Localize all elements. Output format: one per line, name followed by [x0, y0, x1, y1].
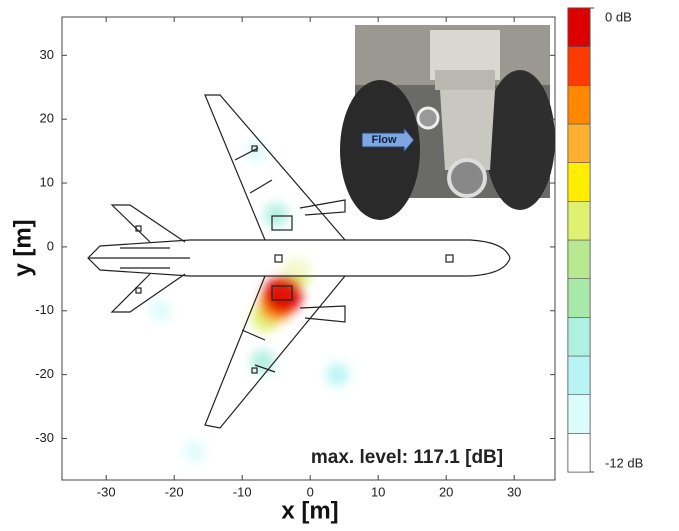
- source-blob: [184, 440, 206, 462]
- inset-photo: Flow: [340, 25, 555, 220]
- source-blob: [263, 275, 302, 314]
- x-tick-label: -10: [233, 484, 252, 499]
- colorbar-block: [568, 124, 590, 163]
- x-tick-label: -20: [165, 484, 184, 499]
- x-tick-label: 20: [439, 484, 453, 499]
- colorbar-block: [568, 85, 590, 124]
- x-axis-label: x [m]: [281, 497, 338, 524]
- y-tick-label: 10: [40, 174, 54, 189]
- colorbar-block: [568, 163, 590, 202]
- colorbar-tick-label: 0 dB: [605, 9, 632, 24]
- y-tick-label: 30: [40, 47, 54, 62]
- x-tick-label: 10: [371, 484, 385, 499]
- chart: Flow max. level: 117.1 [dB] x [m] y [m] …: [0, 0, 679, 526]
- colorbar-block: [568, 240, 590, 279]
- colorbar-block: [568, 8, 590, 47]
- colorbar-block: [568, 433, 590, 472]
- y-tick-label: -20: [35, 366, 54, 381]
- x-tick-label: 0: [307, 484, 314, 499]
- y-axis-label: y [m]: [9, 219, 36, 276]
- colorbar-block: [568, 356, 590, 395]
- colorbar-block: [568, 47, 590, 86]
- colorbar-block: [568, 201, 590, 240]
- y-tick-label: 20: [40, 111, 54, 126]
- colorbar-block: [568, 395, 590, 434]
- annotation: max. level: 117.1 [dB]: [311, 447, 503, 468]
- y-tick-label: -30: [35, 430, 54, 445]
- source-blob: [264, 203, 289, 228]
- y-tick-label: 0: [47, 238, 54, 253]
- colorbar-block: [568, 317, 590, 356]
- inset-label: Flow: [371, 134, 396, 146]
- x-tick-label: 30: [507, 484, 521, 499]
- y-tick-label: -10: [35, 302, 54, 317]
- colorbar-tick-label: -12 dB: [605, 455, 643, 470]
- source-blob: [150, 300, 172, 322]
- source-blob: [326, 363, 349, 386]
- x-tick-label: -30: [97, 484, 116, 499]
- colorbar-block: [568, 279, 590, 318]
